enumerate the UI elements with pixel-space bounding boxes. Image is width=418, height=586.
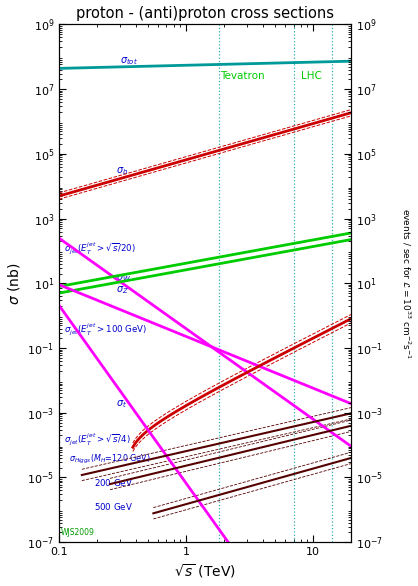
Text: $\sigma_t$: $\sigma_t$ xyxy=(116,398,127,410)
Text: $\sigma_{jet}(E_T^{jet} > 100\ \mathrm{GeV})$: $\sigma_{jet}(E_T^{jet} > 100\ \mathrm{G… xyxy=(64,321,148,336)
Text: $500\ \mathrm{GeV}$: $500\ \mathrm{GeV}$ xyxy=(94,500,133,512)
X-axis label: $\sqrt{s}$ (TeV): $\sqrt{s}$ (TeV) xyxy=(174,563,236,581)
Y-axis label: events / sec for $\mathcal{L} = 10^{33}\ \mathrm{cm}^{-2}\mathrm{s}^{-1}$: events / sec for $\mathcal{L} = 10^{33}\… xyxy=(400,207,413,359)
Title: proton - (anti)proton cross sections: proton - (anti)proton cross sections xyxy=(76,5,334,21)
Text: $\sigma_Z$: $\sigma_Z$ xyxy=(116,285,129,297)
Text: LHC: LHC xyxy=(301,71,322,81)
Text: $\sigma_W$: $\sigma_W$ xyxy=(116,272,131,284)
Y-axis label: $\sigma$ (nb): $\sigma$ (nb) xyxy=(5,262,22,305)
Text: $\sigma_b$: $\sigma_b$ xyxy=(116,165,128,177)
Text: $200\ \mathrm{GeV}$: $200\ \mathrm{GeV}$ xyxy=(94,477,133,488)
Text: $\sigma_{jet}(E_T^{jet} > \sqrt{s}/4)$: $\sigma_{jet}(E_T^{jet} > \sqrt{s}/4)$ xyxy=(64,431,131,447)
Text: $\sigma_{jet}(E_T^{jet} > \sqrt{s}/20)$: $\sigma_{jet}(E_T^{jet} > \sqrt{s}/20)$ xyxy=(64,240,136,256)
Text: WJS2009: WJS2009 xyxy=(61,529,94,537)
Text: Tevatron: Tevatron xyxy=(220,71,265,81)
Text: $\sigma_{Higgs}(M_H\!=\!120\ \mathrm{GeV})$: $\sigma_{Higgs}(M_H\!=\!120\ \mathrm{GeV… xyxy=(69,454,151,466)
Text: $\sigma_{tot}$: $\sigma_{tot}$ xyxy=(120,55,138,67)
